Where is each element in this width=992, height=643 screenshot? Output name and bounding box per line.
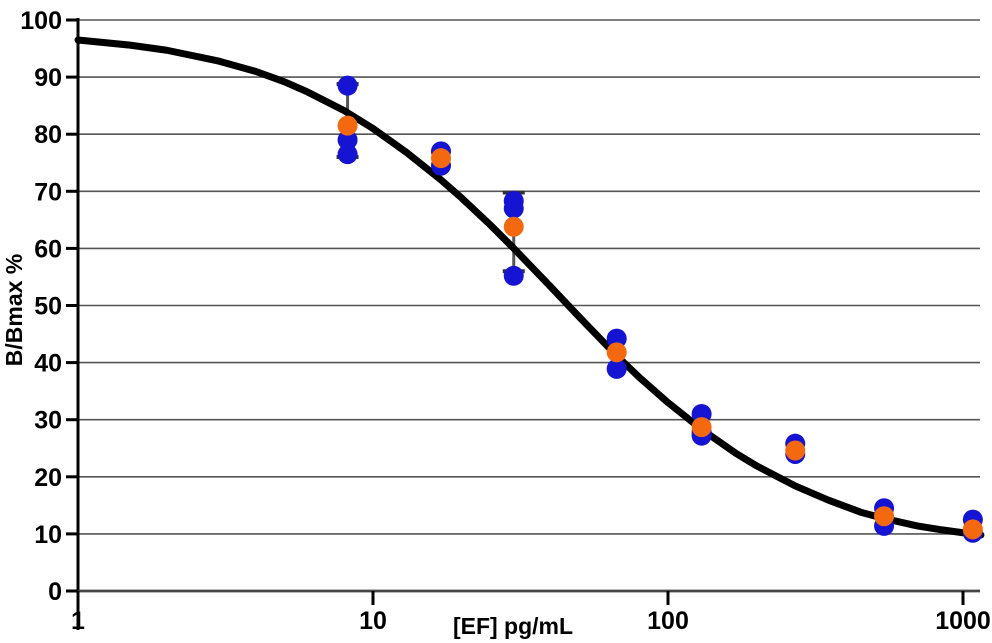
- y-tick-label: 70: [34, 178, 62, 206]
- x-tick-label: 1: [71, 607, 85, 635]
- x-axis-title: [EF] pg/mL: [453, 613, 573, 639]
- y-tick-label: 80: [34, 121, 62, 149]
- error-bars-group: [336, 81, 525, 274]
- data-point-mean: [785, 440, 806, 461]
- data-point-mean: [691, 417, 712, 438]
- x-tick-marks-group: [76, 591, 965, 605]
- x-tick-label: 1000: [935, 607, 991, 635]
- y-tick-label: 60: [34, 235, 62, 263]
- y-tick-label: 20: [34, 464, 62, 492]
- data-point-replicate: [503, 198, 524, 219]
- y-tick-marks-group: [66, 18, 78, 593]
- mean-points-group: [337, 115, 983, 540]
- data-point-mean: [606, 342, 627, 363]
- y-tick-label: 30: [34, 407, 62, 435]
- y-tick-label: 90: [34, 64, 62, 92]
- x-tick-labels-group: 1 10 100 1000: [71, 607, 991, 635]
- y-tick-label: 0: [48, 578, 62, 606]
- data-point-replicate: [606, 358, 627, 379]
- y-tick-label: 10: [34, 521, 62, 549]
- data-point-replicate: [606, 328, 627, 349]
- data-point-mean: [874, 506, 895, 527]
- data-point-replicate: [503, 265, 524, 286]
- data-point-mean: [430, 148, 451, 169]
- data-point-replicate: [337, 144, 358, 165]
- y-tick-label: 50: [34, 293, 62, 321]
- y-axis-title: B/Bmax %: [1, 254, 27, 366]
- axes-group: [76, 18, 980, 630]
- fit-curve: [74, 36, 985, 539]
- y-tick-label: 100: [20, 7, 62, 35]
- gridlines-group: [78, 19, 980, 593]
- fit-curve-group: [74, 36, 985, 539]
- data-point-mean: [503, 216, 524, 237]
- data-point-replicate: [337, 129, 358, 150]
- replicate-points-group: [337, 75, 983, 543]
- data-point-replicate: [337, 75, 358, 96]
- y-tick-label: 40: [34, 350, 62, 378]
- data-point-mean: [962, 519, 983, 540]
- y-tick-labels-group: 0 10 20 30 40 50 60 70 80 90 100: [20, 7, 62, 606]
- x-tick-label: 10: [359, 607, 387, 635]
- data-point-mean: [337, 115, 358, 136]
- x-tick-label: 100: [647, 607, 689, 635]
